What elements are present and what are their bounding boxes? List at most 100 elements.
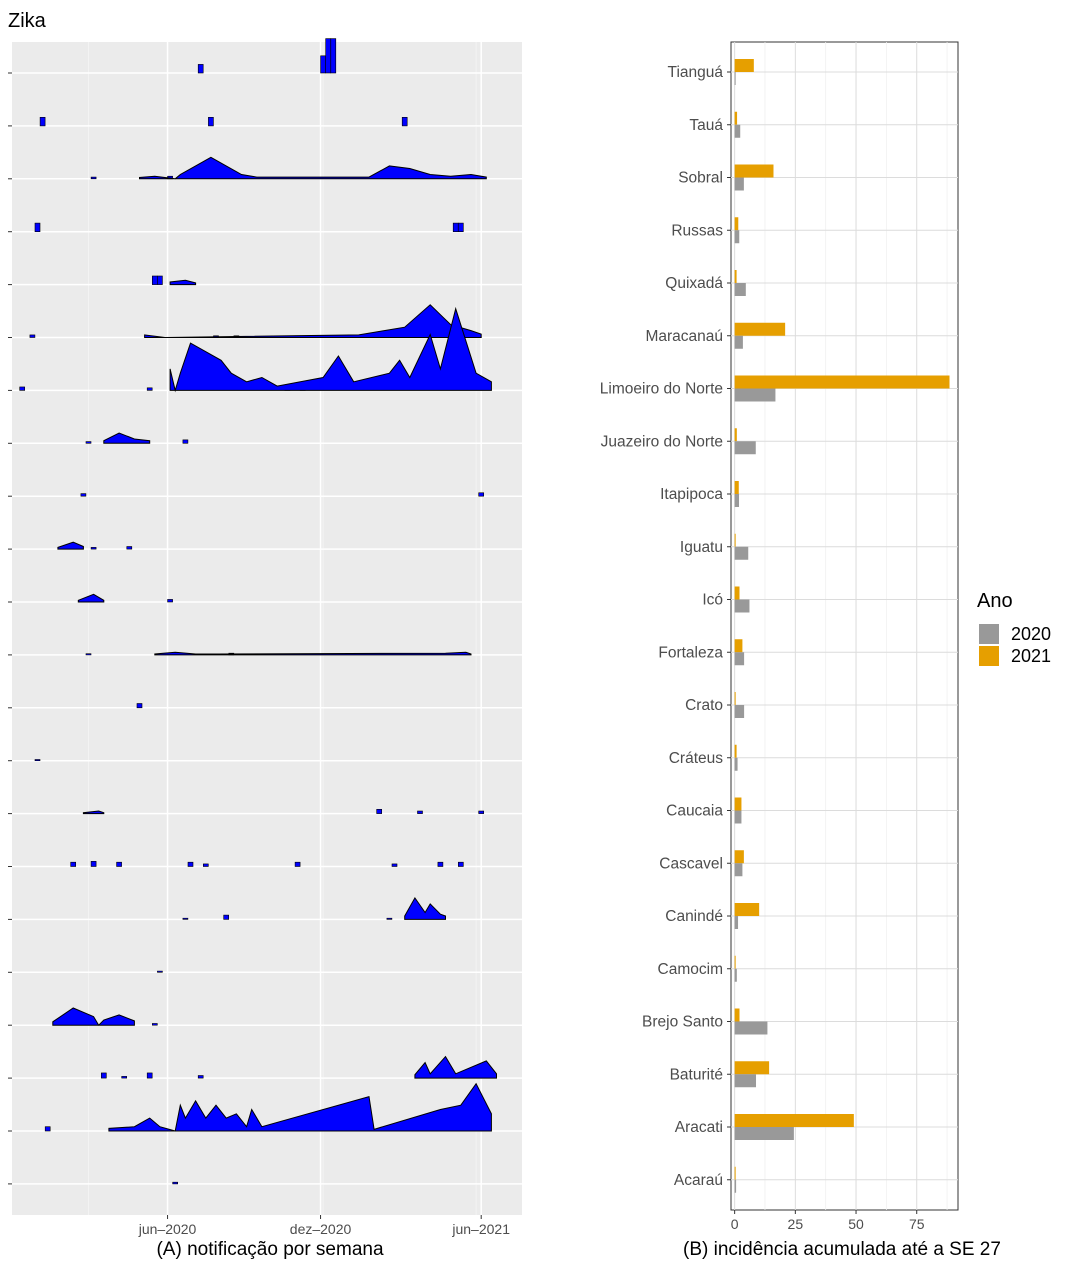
bar-2020 <box>734 177 744 191</box>
bar-2021 <box>734 797 742 811</box>
x-tick-label: dez–2020 <box>290 1221 352 1237</box>
notification-bar <box>157 275 163 285</box>
category-label: Tianguá <box>668 64 724 81</box>
panel-b-caption: (B) incidência acumulada até a SE 27 <box>683 1239 1001 1260</box>
notification-area <box>414 1055 497 1079</box>
notification-bar <box>146 1072 153 1079</box>
bar-2021 <box>734 955 736 969</box>
category-label: Crato <box>685 697 723 714</box>
bar-2021 <box>734 1061 770 1075</box>
notification-bar <box>167 599 173 603</box>
category-label: Acaraú <box>674 1172 723 1189</box>
notification-bar <box>34 759 41 762</box>
bar-2020 <box>734 230 740 244</box>
x-tick-label: 0 <box>731 1216 739 1232</box>
category-label: Aracati <box>675 1119 723 1136</box>
bar-2021 <box>734 533 736 547</box>
x-tick-label: jun–2021 <box>451 1221 510 1237</box>
category-label: Sobral <box>678 170 723 187</box>
notification-bar <box>294 861 301 867</box>
category-label: Canindé <box>665 908 723 925</box>
x-tick-label: 25 <box>788 1216 804 1232</box>
bar-2020 <box>734 441 756 455</box>
notification-bar <box>330 38 337 74</box>
category-label: Iguatu <box>680 539 723 556</box>
notification-bar <box>152 1023 158 1026</box>
category-label: Tauá <box>689 117 723 134</box>
bar-2020 <box>734 124 741 138</box>
bar-2020 <box>734 757 738 771</box>
bar-2020 <box>734 1127 794 1140</box>
notification-bar <box>386 917 393 920</box>
bar-2020 <box>734 494 740 507</box>
notification-bar <box>19 386 26 391</box>
notification-bar <box>146 387 153 391</box>
bar-2021 <box>734 481 739 494</box>
bar-2020 <box>734 968 737 982</box>
notification-bar <box>101 1072 107 1079</box>
notification-bar <box>157 970 163 973</box>
notification-bar <box>85 653 92 656</box>
bar-2021 <box>734 164 774 178</box>
bar-2020 <box>734 388 776 402</box>
notification-area <box>57 541 84 550</box>
notification-bar <box>182 439 189 444</box>
bar-2020 <box>734 599 750 613</box>
notification-bar <box>136 703 143 709</box>
notification-bar <box>197 1075 204 1079</box>
notification-bar <box>172 1181 178 1185</box>
notification-bar <box>320 55 326 74</box>
bar-2021 <box>734 375 950 389</box>
notification-bar <box>325 38 332 74</box>
category-label: Icó <box>702 592 723 609</box>
x-tick-label: 75 <box>909 1216 925 1232</box>
legend-key-2021 <box>979 646 999 666</box>
bar-2020 <box>734 652 745 666</box>
bar-2020 <box>734 705 745 718</box>
notification-bar <box>121 1076 127 1079</box>
notification-area <box>154 651 472 656</box>
bar-2020 <box>734 810 742 824</box>
notification-area <box>404 896 446 920</box>
notification-bar <box>44 1126 51 1132</box>
notification-bar <box>90 861 97 867</box>
notification-bar <box>478 492 485 497</box>
bar-2021 <box>734 322 786 336</box>
category-label: Caucaia <box>666 803 723 820</box>
notification-bar <box>187 861 194 867</box>
category-label: Cascavel <box>659 855 723 872</box>
category-label: Camocim <box>658 961 723 978</box>
bar-2020 <box>734 916 739 929</box>
notification-bar <box>70 861 76 867</box>
bar-2020 <box>734 72 736 85</box>
notification-area <box>52 1007 135 1027</box>
category-label: Limoeiro do Norte <box>600 381 723 398</box>
notification-bar <box>208 117 214 127</box>
notification-bar <box>90 176 97 180</box>
bar-2021 <box>734 744 737 758</box>
bar-2020 <box>734 1021 768 1035</box>
bar-2021 <box>734 903 760 916</box>
notification-area <box>103 432 151 444</box>
notification-bar <box>457 222 464 233</box>
legend-key-2020 <box>979 624 999 644</box>
category-label: Russas <box>671 222 723 239</box>
notification-bar <box>452 222 459 233</box>
bar-2021 <box>734 428 737 442</box>
bar-2021 <box>734 59 754 72</box>
x-tick-label: jun–2020 <box>138 1221 197 1237</box>
notification-bar <box>437 861 444 867</box>
bar-2020 <box>734 1179 737 1193</box>
notification-bar <box>478 810 485 814</box>
panel-a-background <box>12 42 522 1215</box>
category-label: Juazeiro do Norte <box>601 433 723 450</box>
panel-a-weekly-notifications: jun–2020 dez–2020 jun–2021 (A) notificação … <box>8 38 522 1260</box>
legend-label-2020: 2020 <box>1011 624 1051 644</box>
notification-bar <box>34 222 41 233</box>
bar-2020 <box>734 283 746 296</box>
bar-2020 <box>734 1074 757 1088</box>
notification-bar <box>197 64 204 74</box>
bar-2021 <box>734 217 739 231</box>
bar-2021 <box>734 850 744 864</box>
